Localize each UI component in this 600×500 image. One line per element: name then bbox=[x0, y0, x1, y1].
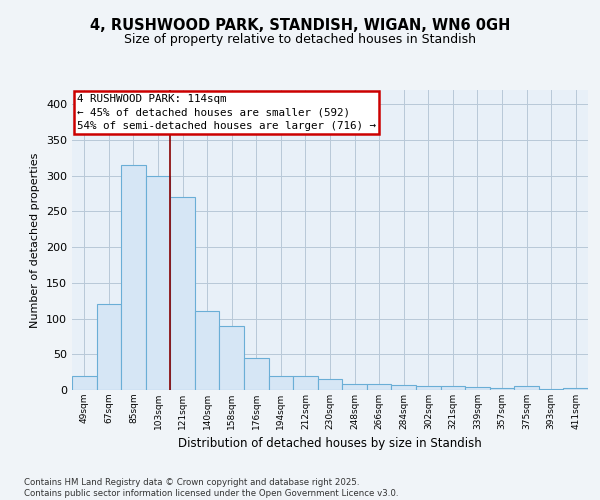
Bar bbox=[72, 376, 97, 390]
Bar bbox=[269, 376, 293, 390]
Bar bbox=[121, 165, 146, 390]
Text: 4 RUSHWOOD PARK: 114sqm
← 45% of detached houses are smaller (592)
54% of semi-d: 4 RUSHWOOD PARK: 114sqm ← 45% of detache… bbox=[77, 94, 376, 131]
Bar bbox=[514, 386, 539, 390]
Bar bbox=[490, 388, 514, 390]
Bar bbox=[367, 384, 391, 390]
Bar bbox=[318, 380, 342, 390]
Text: Contains HM Land Registry data © Crown copyright and database right 2025.
Contai: Contains HM Land Registry data © Crown c… bbox=[24, 478, 398, 498]
Bar bbox=[220, 326, 244, 390]
Bar bbox=[244, 358, 269, 390]
X-axis label: Distribution of detached houses by size in Standish: Distribution of detached houses by size … bbox=[178, 438, 482, 450]
Bar bbox=[97, 304, 121, 390]
Bar bbox=[440, 386, 465, 390]
Y-axis label: Number of detached properties: Number of detached properties bbox=[31, 152, 40, 328]
Bar bbox=[465, 387, 490, 390]
Text: Size of property relative to detached houses in Standish: Size of property relative to detached ho… bbox=[124, 32, 476, 46]
Bar bbox=[293, 376, 318, 390]
Bar bbox=[563, 388, 588, 390]
Bar bbox=[146, 176, 170, 390]
Bar bbox=[391, 385, 416, 390]
Bar bbox=[539, 388, 563, 390]
Bar bbox=[416, 386, 440, 390]
Bar bbox=[170, 197, 195, 390]
Bar bbox=[195, 312, 220, 390]
Text: 4, RUSHWOOD PARK, STANDISH, WIGAN, WN6 0GH: 4, RUSHWOOD PARK, STANDISH, WIGAN, WN6 0… bbox=[90, 18, 510, 32]
Bar bbox=[342, 384, 367, 390]
